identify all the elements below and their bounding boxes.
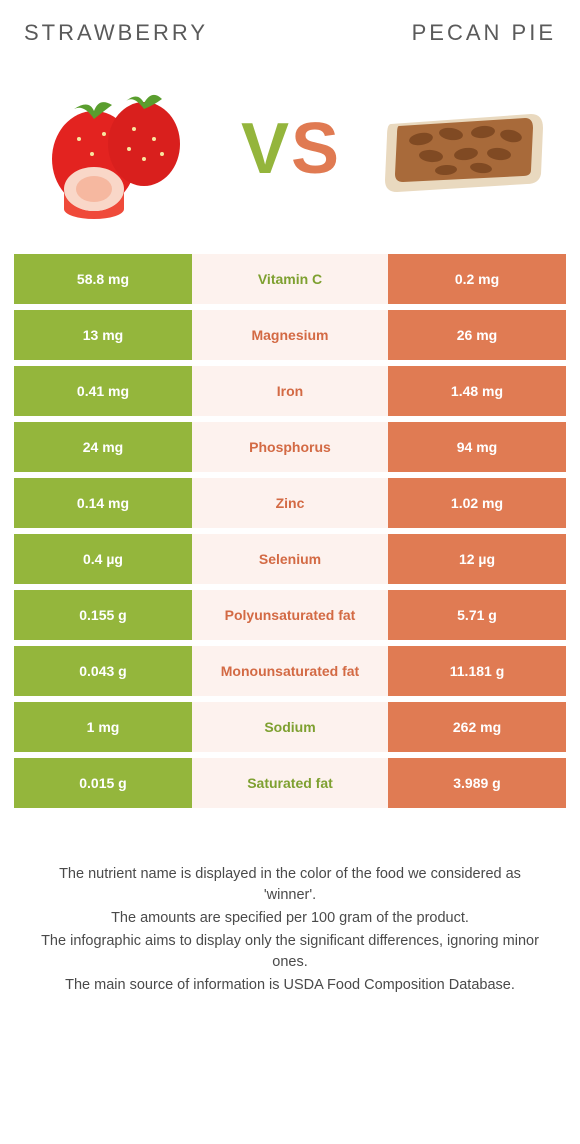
nutrient-label: Saturated fat [192, 758, 388, 808]
right-value: 1.02 mg [388, 478, 566, 528]
nutrient-label: Polyunsaturated fat [192, 590, 388, 640]
left-value: 0.043 g [14, 646, 192, 696]
left-value: 0.015 g [14, 758, 192, 808]
footer-line-1: The nutrient name is displayed in the co… [34, 864, 546, 906]
left-food-title: STRAWBERRY [24, 20, 208, 46]
table-row: 0.015 gSaturated fat3.989 g [14, 758, 566, 808]
nutrient-label: Selenium [192, 534, 388, 584]
right-food-title: PECAN PIE [412, 20, 556, 46]
left-value: 0.4 µg [14, 534, 192, 584]
right-value: 1.48 mg [388, 366, 566, 416]
left-value: 0.41 mg [14, 366, 192, 416]
right-value: 3.989 g [388, 758, 566, 808]
table-row: 0.155 gPolyunsaturated fat5.71 g [14, 590, 566, 640]
left-value: 1 mg [14, 702, 192, 752]
vs-label: V S [241, 113, 339, 185]
right-value: 11.181 g [388, 646, 566, 696]
nutrient-label: Phosphorus [192, 422, 388, 472]
table-row: 58.8 mgVitamin C0.2 mg [14, 254, 566, 304]
table-row: 0.043 gMonounsaturated fat11.181 g [14, 646, 566, 696]
nutrient-table: 58.8 mgVitamin C0.2 mg 13 mgMagnesium26 m… [14, 254, 566, 808]
right-value: 26 mg [388, 310, 566, 360]
left-value: 58.8 mg [14, 254, 192, 304]
left-value: 0.14 mg [14, 478, 192, 528]
vs-v: V [241, 113, 289, 185]
table-row: 13 mgMagnesium26 mg [14, 310, 566, 360]
nutrient-label: Zinc [192, 478, 388, 528]
left-value: 13 mg [14, 310, 192, 360]
footer-line-2: The amounts are specified per 100 gram o… [34, 908, 546, 929]
table-row: 1 mgSodium262 mg [14, 702, 566, 752]
right-value: 262 mg [388, 702, 566, 752]
table-row: 0.14 mgZinc1.02 mg [14, 478, 566, 528]
pecan-pie-image [366, 74, 556, 224]
strawberry-image [24, 74, 214, 224]
right-value: 94 mg [388, 422, 566, 472]
nutrient-label: Vitamin C [192, 254, 388, 304]
nutrient-label: Magnesium [192, 310, 388, 360]
right-value: 12 µg [388, 534, 566, 584]
footer-line-4: The main source of information is USDA F… [34, 975, 546, 996]
left-value: 24 mg [14, 422, 192, 472]
right-value: 0.2 mg [388, 254, 566, 304]
nutrient-label: Monounsaturated fat [192, 646, 388, 696]
hero-row: V S [14, 64, 566, 254]
table-row: 0.41 mgIron1.48 mg [14, 366, 566, 416]
nutrient-label: Iron [192, 366, 388, 416]
title-row: STRAWBERRY PECAN PIE [14, 20, 566, 64]
table-row: 24 mgPhosphorus94 mg [14, 422, 566, 472]
right-value: 5.71 g [388, 590, 566, 640]
footer-notes: The nutrient name is displayed in the co… [14, 814, 566, 996]
vs-s: S [291, 113, 339, 185]
table-row: 0.4 µgSelenium12 µg [14, 534, 566, 584]
left-value: 0.155 g [14, 590, 192, 640]
nutrient-label: Sodium [192, 702, 388, 752]
footer-line-3: The infographic aims to display only the… [34, 931, 546, 973]
